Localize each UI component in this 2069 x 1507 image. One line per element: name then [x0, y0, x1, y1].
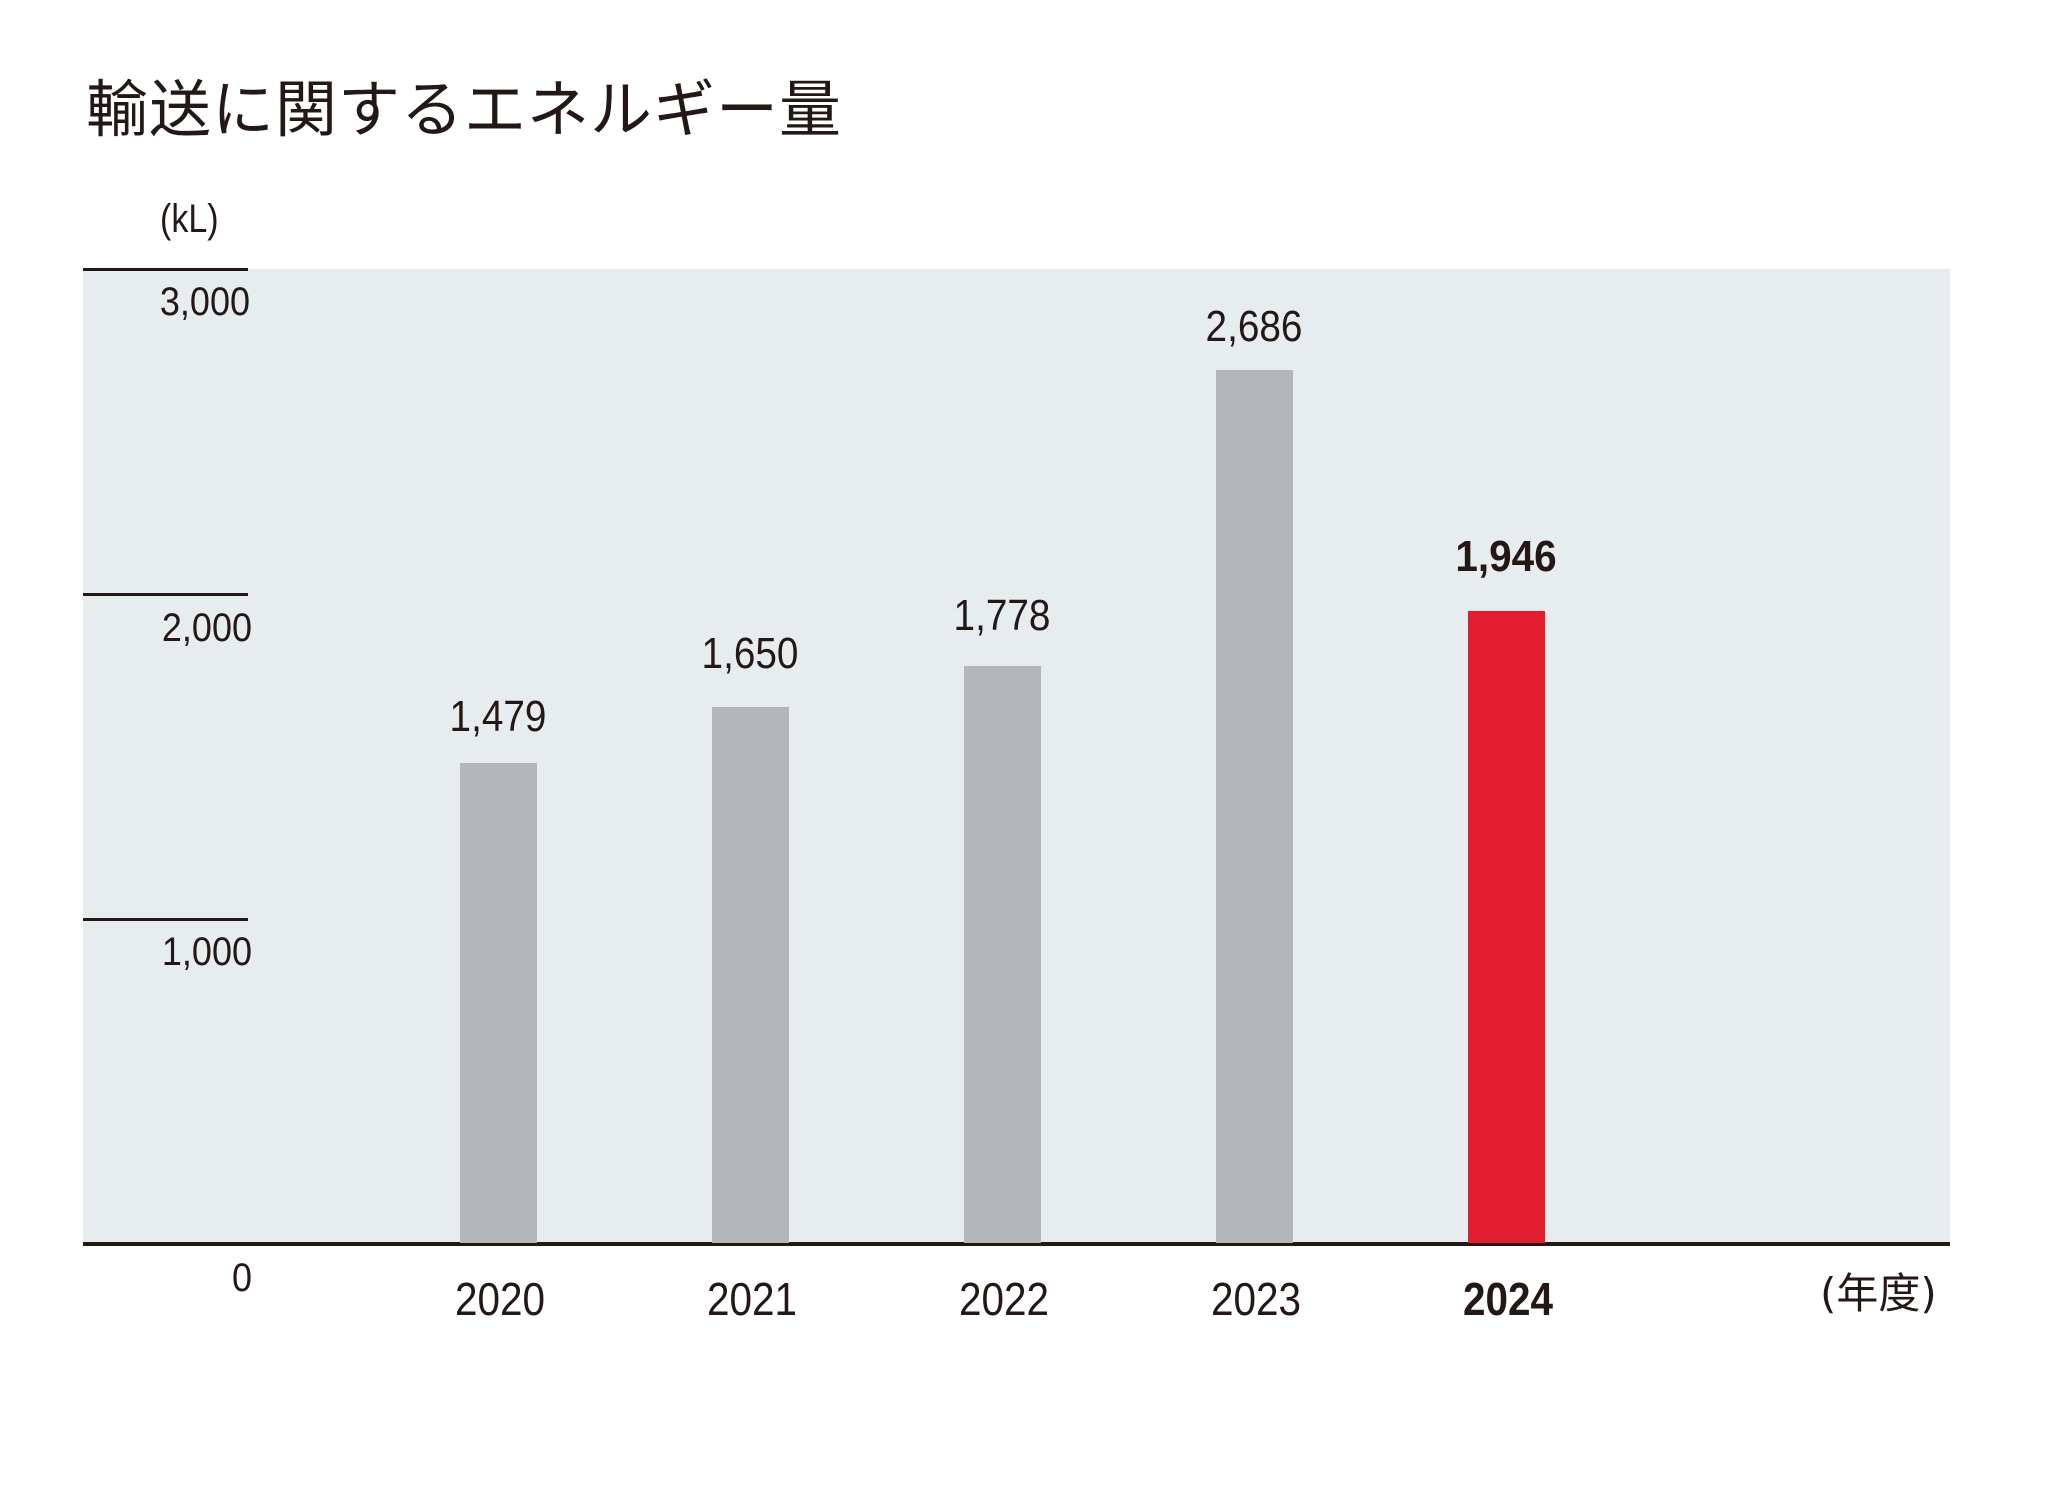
bar-2023 [1216, 370, 1293, 1243]
bar-2024 [1468, 611, 1545, 1243]
bar-2021 [712, 707, 789, 1243]
value-label-2020: 1,479 [449, 692, 547, 741]
y-tick-line-1000 [83, 918, 248, 921]
x-label-2020: 2020 [454, 1273, 546, 1325]
y-tick-line-2000 [83, 593, 248, 596]
y-tick-line-3000 [83, 268, 248, 271]
x-label-2022: 2022 [958, 1273, 1050, 1325]
x-label-2023: 2023 [1210, 1273, 1302, 1325]
value-label-2023: 2,686 [1205, 302, 1303, 351]
y-tick-label-3000: 3,000 [159, 280, 250, 324]
x-axis-baseline [83, 1242, 1950, 1246]
bar-2020 [460, 763, 537, 1243]
value-label-2024: 1,946 [1455, 532, 1557, 581]
x-label-2021: 2021 [706, 1273, 798, 1325]
x-axis-unit: (年度) [1820, 1269, 1937, 1318]
value-label-2022: 1,778 [953, 591, 1051, 640]
x-label-2024: 2024 [1462, 1273, 1554, 1325]
value-label-2021: 1,650 [701, 629, 799, 678]
y-tick-label-2000: 2,000 [161, 606, 252, 650]
y-axis-unit: (kL) [160, 197, 219, 241]
chart-title: 輸送に関するエネルギー量 [86, 73, 843, 146]
y-tick-label-1000: 1,000 [161, 930, 252, 974]
bar-2022 [964, 666, 1041, 1243]
y-tick-label-0: 0 [231, 1256, 252, 1300]
